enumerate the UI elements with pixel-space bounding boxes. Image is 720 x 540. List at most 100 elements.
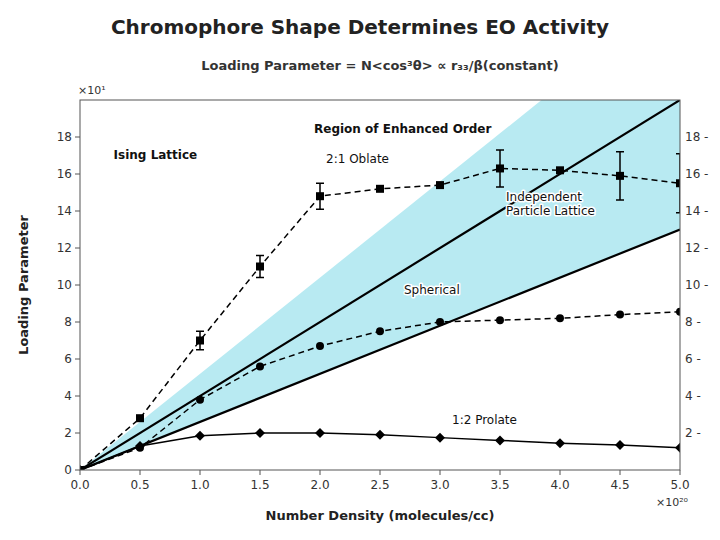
y2-tick-label: 14 - bbox=[685, 204, 708, 218]
x-tick-label: 1.0 bbox=[190, 478, 209, 492]
annotation: Ising Lattice bbox=[114, 148, 198, 162]
y2-tick-label: 4 - bbox=[685, 389, 701, 403]
x-tick bbox=[200, 470, 201, 475]
x-tick-label: 4.0 bbox=[550, 478, 569, 492]
y-tick-label: 10 bbox=[57, 278, 72, 292]
series-line bbox=[80, 168, 680, 470]
marker-circle bbox=[676, 308, 680, 316]
marker-circle bbox=[436, 318, 444, 326]
marker-diamond bbox=[195, 431, 205, 441]
x-tick-label: 3.5 bbox=[490, 478, 509, 492]
series-line bbox=[80, 312, 680, 470]
marker-square bbox=[616, 172, 624, 180]
x-tick bbox=[320, 470, 321, 475]
y-tick bbox=[75, 137, 80, 138]
y2-tick-label: 6 - bbox=[685, 352, 701, 366]
x-tick bbox=[440, 470, 441, 475]
error-bar bbox=[616, 152, 624, 200]
annotations: Region of Enhanced Order Ising Lattice 2:1… bbox=[78, 84, 689, 509]
x-tick bbox=[500, 470, 501, 475]
y-tick bbox=[75, 396, 80, 397]
annotation-line: Spherical bbox=[404, 283, 460, 297]
y-tick bbox=[75, 285, 80, 286]
marker-diamond bbox=[675, 443, 680, 453]
markers bbox=[80, 150, 680, 470]
annotation-line: Ising Lattice bbox=[114, 148, 198, 162]
y-tick-label: 12 bbox=[57, 241, 72, 255]
annotation: Spherical bbox=[404, 283, 460, 297]
marker-circle bbox=[556, 314, 564, 322]
marker-square bbox=[436, 181, 444, 189]
marker-square bbox=[496, 164, 504, 172]
marker-diamond bbox=[135, 441, 145, 451]
y-tick bbox=[75, 174, 80, 175]
y-tick bbox=[75, 359, 80, 360]
x-tick bbox=[380, 470, 381, 475]
y-tick bbox=[75, 433, 80, 434]
marker-square bbox=[316, 192, 324, 200]
y-axis-label: Loading Parameter bbox=[16, 215, 31, 355]
marker-circle bbox=[316, 342, 324, 350]
x-axis-label: Number Density (molecules/cc) bbox=[266, 508, 495, 523]
marker-circle bbox=[80, 466, 84, 470]
y-tick bbox=[75, 211, 80, 212]
annotation: 2:1 Oblate bbox=[326, 152, 389, 166]
y-tick-label: 8 bbox=[64, 315, 72, 329]
marker-square bbox=[80, 466, 84, 470]
title: Chromophore Shape Determines EO Activity bbox=[111, 15, 609, 39]
marker-diamond bbox=[615, 440, 625, 450]
y-tick-label: 0 bbox=[64, 463, 72, 477]
marker-diamond bbox=[80, 465, 85, 470]
marker-circle bbox=[256, 362, 264, 370]
x-tick bbox=[260, 470, 261, 475]
plot-frame bbox=[80, 100, 680, 470]
error-bar bbox=[316, 183, 324, 209]
y-tick bbox=[75, 248, 80, 249]
error-bar bbox=[256, 255, 264, 277]
marker-diamond bbox=[555, 438, 565, 448]
y-tick-label: 14 bbox=[57, 204, 72, 218]
y-tick-label: 16 bbox=[57, 167, 72, 181]
x-tick bbox=[80, 470, 81, 475]
marker-square bbox=[256, 263, 264, 271]
x-tick-label: 2.0 bbox=[310, 478, 329, 492]
marker-diamond bbox=[435, 433, 445, 443]
y2-tick-label: 8 - bbox=[685, 315, 701, 329]
x-tick-label: 0.5 bbox=[130, 478, 149, 492]
marker-square bbox=[196, 337, 204, 345]
y2-tick-label: 18 - bbox=[685, 130, 708, 144]
annotation-line: Region of Enhanced Order bbox=[314, 122, 491, 136]
marker-circle bbox=[496, 316, 504, 324]
y-scale-label: ×10¹ bbox=[78, 84, 106, 97]
x-tick-label: 5.0 bbox=[670, 478, 689, 492]
reference-line bbox=[80, 230, 680, 471]
x-tick-label: 0.0 bbox=[70, 478, 89, 492]
plot-area bbox=[80, 100, 680, 470]
chart: Chromophore Shape Determines EO Activity… bbox=[0, 0, 720, 540]
y-tick-label: 6 bbox=[64, 352, 72, 366]
marker-diamond bbox=[315, 428, 325, 438]
annotation: 1:2 Prolate bbox=[452, 413, 517, 427]
y2-tick-label: 12 - bbox=[685, 241, 708, 255]
marker-square bbox=[376, 185, 384, 193]
x-tick-label: 3.0 bbox=[430, 478, 449, 492]
marker-square bbox=[556, 166, 564, 174]
x-tick-label: 1.5 bbox=[250, 478, 269, 492]
y2-tick-label: 2 - bbox=[685, 426, 701, 440]
marker-diamond bbox=[255, 428, 265, 438]
marker-circle bbox=[616, 311, 624, 319]
annotation-line: 1:2 Prolate bbox=[452, 413, 517, 427]
error-bar bbox=[676, 154, 680, 213]
annotation: IndependentParticle Lattice bbox=[506, 190, 595, 218]
x-tick-label: 4.5 bbox=[610, 478, 629, 492]
subtitle: Loading Parameter = N<cos³θ> ∝ r₃₃/β(con… bbox=[201, 58, 559, 73]
annotation-line: Independent bbox=[506, 190, 582, 204]
error-bar bbox=[196, 331, 204, 350]
marker-circle bbox=[196, 396, 204, 404]
annotation-line: Particle Lattice bbox=[506, 204, 595, 218]
annotation: Region of Enhanced Order bbox=[314, 122, 491, 136]
x-scale-label: ×10²⁰ bbox=[656, 496, 689, 509]
marker-circle bbox=[376, 327, 384, 335]
x-tick bbox=[680, 470, 681, 475]
marker-diamond bbox=[495, 435, 505, 445]
